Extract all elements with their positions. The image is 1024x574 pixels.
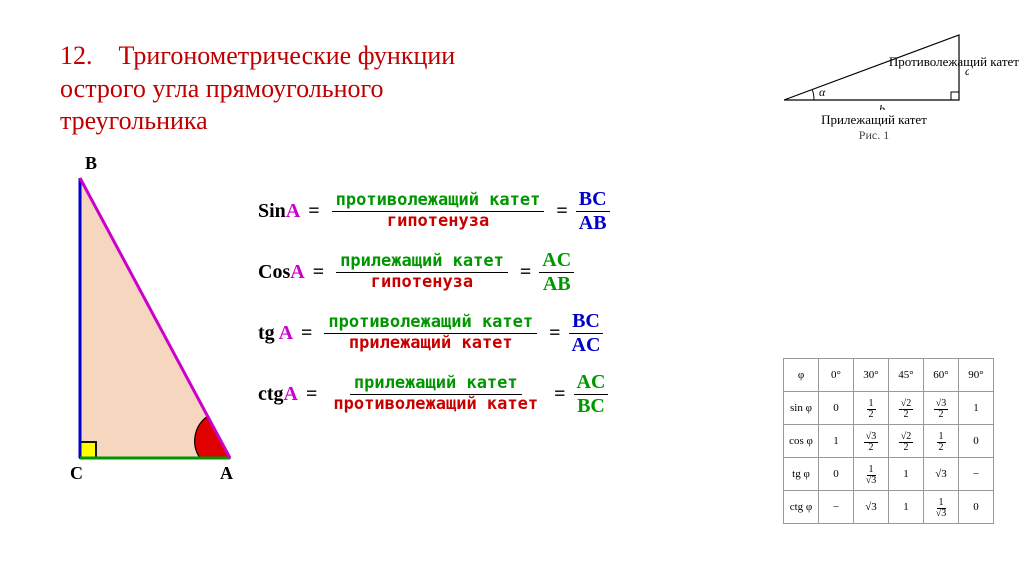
table-value-cell: 0	[819, 458, 854, 491]
small-triangle-svg: α b a	[779, 30, 969, 110]
table-value-cell: 12	[854, 392, 889, 425]
table-fn-cell: ctg φ	[784, 491, 819, 524]
table-value-cell: 1√3	[924, 491, 959, 524]
table-value-cell: √3	[854, 491, 889, 524]
table-value-cell: √22	[889, 392, 924, 425]
vertex-B: B	[85, 153, 97, 174]
cos-formula: CosA = прилежащий катет гипотенуза = AC …	[258, 249, 964, 296]
table-header-cell: 90°	[959, 359, 994, 392]
table-header-cell: 0°	[819, 359, 854, 392]
table-header-cell: φ	[784, 359, 819, 392]
vertex-C: C	[70, 463, 83, 484]
table-fn-cell: cos φ	[784, 425, 819, 458]
table-value-cell: 1	[959, 392, 994, 425]
alpha-label: α	[819, 85, 826, 99]
table-value-cell: −	[819, 491, 854, 524]
table-value-cell: −	[959, 458, 994, 491]
table-fn-cell: tg φ	[784, 458, 819, 491]
table-header-cell: 60°	[924, 359, 959, 392]
table-row: tg φ01√31√3−	[784, 458, 994, 491]
table-row: cos φ1√32√22120	[784, 425, 994, 458]
table-value-cell: 0	[959, 425, 994, 458]
opposite-cathetus-label: Противолежащий катет	[889, 55, 1019, 68]
table-row: ctg φ−√311√30	[784, 491, 994, 524]
table-value-cell: 1	[889, 458, 924, 491]
main-triangle: B C A	[60, 158, 240, 488]
table-value-cell: √3	[924, 458, 959, 491]
vertex-A: A	[220, 463, 233, 484]
table-value-cell: √22	[889, 425, 924, 458]
table-value-cell: 12	[924, 425, 959, 458]
table-value-cell: 1	[819, 425, 854, 458]
table-value-cell: 1	[889, 491, 924, 524]
table-header-cell: 45°	[889, 359, 924, 392]
table-header-cell: 30°	[854, 359, 889, 392]
values-table: φ0°30°45°60°90° sin φ012√22√321cos φ1√32…	[783, 358, 994, 524]
adjacent-cathetus-label: Прилежащий катет	[764, 112, 984, 128]
sin-formula: SinA = противолежащий катет гипотенуза =…	[258, 188, 964, 235]
page-title: 12. Тригонометрические функции острого у…	[60, 40, 500, 138]
table-fn-cell: sin φ	[784, 392, 819, 425]
figure-caption: Рис. 1	[764, 128, 984, 143]
tg-formula: tg A = противолежащий катет прилежащий к…	[258, 310, 964, 357]
table-row: sin φ012√22√321	[784, 392, 994, 425]
table-value-cell: 0	[959, 491, 994, 524]
small-triangle-figure: α b a Противолежащий катет Прилежащий ка…	[764, 30, 984, 143]
table-value-cell: 0	[819, 392, 854, 425]
table-value-cell: √32	[924, 392, 959, 425]
table-value-cell: 1√3	[854, 458, 889, 491]
table-value-cell: √32	[854, 425, 889, 458]
b-label: b	[879, 102, 885, 110]
